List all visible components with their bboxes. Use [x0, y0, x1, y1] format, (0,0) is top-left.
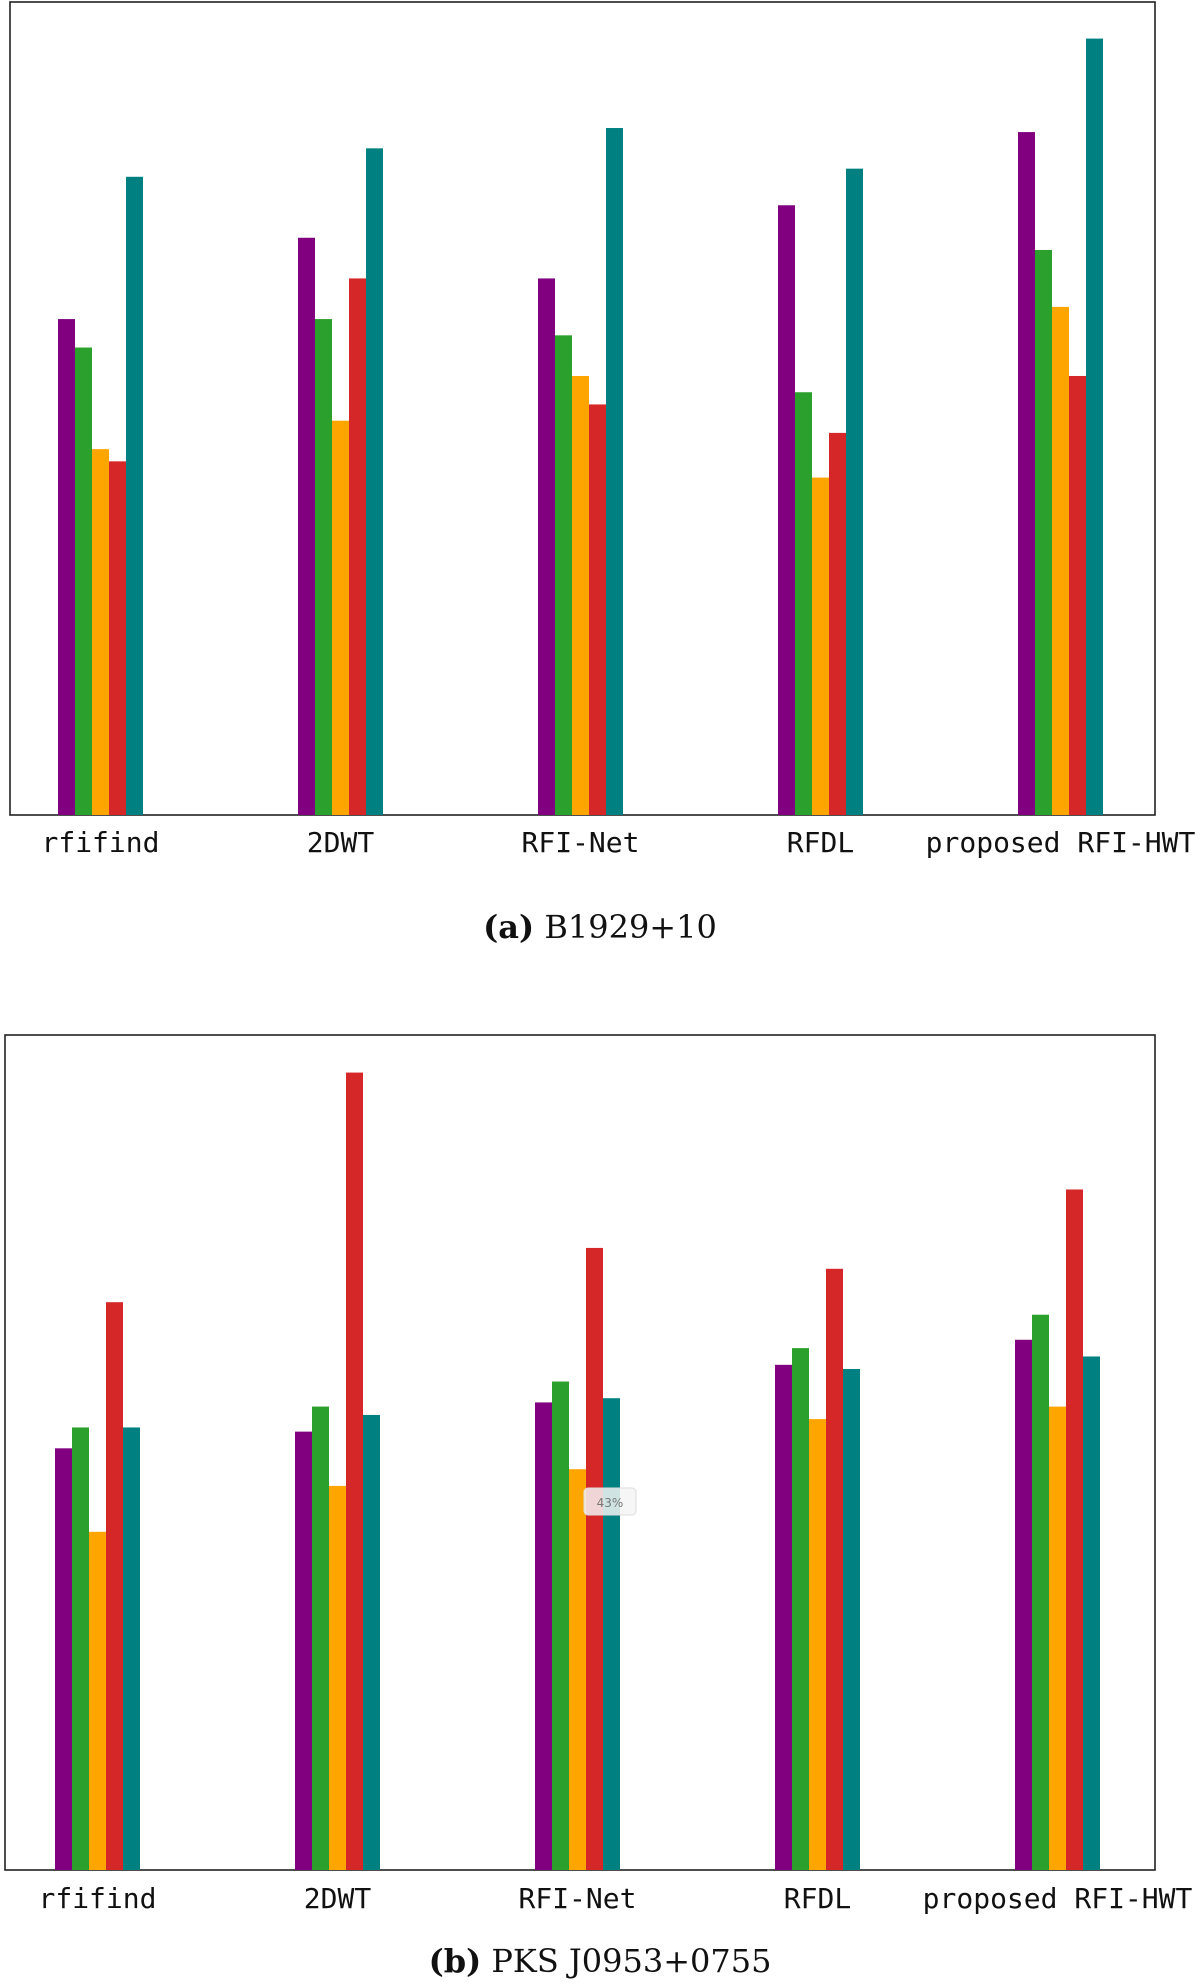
panel-a-bar-rfi-net-series-2	[572, 375, 589, 815]
panel-a-caption: (a) B1929+10	[483, 908, 717, 946]
panel-b-tick-label-3: RFDL	[784, 1882, 851, 1915]
panel-b-bar-rfifind-series-0	[55, 1448, 72, 1870]
overlay-badge: 43%	[583, 1487, 637, 1516]
panel-b-bar-2dwt-series-0	[295, 1431, 312, 1870]
panel-a-chart: rfifind 2DWT RFI-Net RFDL proposed RFI-HWT (…	[9, 1, 1196, 946]
panel-b-bar-rfifind-series-3	[106, 1302, 123, 1870]
panel-a-bar-rfi-net-series-4	[606, 128, 623, 815]
panel-a-bar-2dwt-series-0	[298, 237, 315, 815]
panel-b-bar-rfi-net-series-3	[586, 1247, 603, 1870]
panel-b-bar-rfdl-series-3	[826, 1268, 843, 1870]
panel-a-bar-proposed-rfi-hwt-series-1	[1035, 249, 1052, 816]
panel-a-bar-proposed-rfi-hwt-series-2	[1052, 306, 1069, 815]
panel-b-bars	[55, 1072, 1100, 1870]
panel-b-tick-label-0: rfifind	[38, 1882, 156, 1915]
panel-a-bar-rfifind-series-4	[126, 176, 143, 816]
panel-b-bar-rfifind-series-2	[89, 1531, 106, 1870]
panel-b-bar-rfi-net-series-1	[552, 1381, 569, 1870]
panel-b-bar-proposed-rfi-hwt-series-0	[1015, 1339, 1032, 1870]
panel-b-bar-2dwt-series-2	[329, 1485, 346, 1870]
panel-b-bar-rfi-net-series-2	[569, 1469, 586, 1870]
panel-b-tick-label-4: proposed RFI-HWT	[923, 1882, 1193, 1915]
panel-b-chart: rfifind 2DWT RFI-Net RFDL proposed RFI-HWT 4…	[4, 1034, 1193, 1980]
panel-b-bar-rfi-net-series-4	[603, 1398, 620, 1870]
panel-b-bar-proposed-rfi-hwt-series-1	[1032, 1314, 1049, 1870]
panel-b-bar-rfi-net-series-0	[535, 1402, 552, 1870]
panel-b-bar-2dwt-series-1	[312, 1406, 329, 1870]
panel-b-caption: (b) PKS J0953+0755	[429, 1942, 772, 1980]
panel-a-bar-rfifind-series-0	[58, 319, 75, 815]
panel-b-tick-label-2: RFI-Net	[518, 1882, 636, 1915]
panel-a-bar-rfdl-series-4	[846, 168, 863, 816]
panel-a-bar-2dwt-series-3	[349, 278, 366, 815]
panel-b-bar-proposed-rfi-hwt-series-2	[1049, 1406, 1066, 1870]
panel-a-bar-rfdl-series-1	[795, 392, 812, 815]
panel-b-bar-proposed-rfi-hwt-series-3	[1066, 1189, 1083, 1870]
panel-b-bar-rfdl-series-1	[792, 1348, 809, 1870]
panel-a-bar-2dwt-series-4	[366, 148, 383, 816]
panel-a-bar-proposed-rfi-hwt-series-4	[1086, 38, 1103, 815]
panel-a-bar-rfi-net-series-3	[589, 404, 606, 815]
panel-a-bars	[58, 38, 1103, 816]
panel-a-bar-2dwt-series-1	[315, 319, 332, 815]
panel-b-bar-proposed-rfi-hwt-series-4	[1083, 1356, 1100, 1870]
panel-b-tick-label-1: 2DWT	[304, 1882, 372, 1915]
panel-b-bar-2dwt-series-4	[363, 1414, 380, 1870]
panel-b-bar-rfdl-series-2	[809, 1419, 826, 1870]
panel-a-bar-rfi-net-series-0	[538, 278, 555, 815]
panel-a-bar-proposed-rfi-hwt-series-0	[1018, 132, 1035, 815]
panel-a-bar-rfdl-series-0	[778, 205, 795, 815]
panel-a-x-ticks: rfifind 2DWT RFI-Net RFDL proposed RFI-HWT	[41, 826, 1195, 859]
panel-a-bar-proposed-rfi-hwt-series-3	[1069, 375, 1086, 815]
panel-a-bar-rfi-net-series-1	[555, 335, 572, 815]
panel-a-tick-label-4: proposed RFI-HWT	[926, 826, 1196, 859]
panel-a-bar-rfdl-series-2	[812, 477, 829, 815]
panel-a-bar-rfdl-series-3	[829, 432, 846, 815]
panel-a-bar-rfifind-series-2	[92, 449, 109, 815]
panel-b-bar-rfifind-series-4	[123, 1427, 140, 1870]
panel-b-bar-rfifind-series-1	[72, 1427, 89, 1870]
panel-b-x-ticks: rfifind 2DWT RFI-Net RFDL proposed RFI-HWT	[38, 1882, 1192, 1915]
panel-a-tick-label-1: 2DWT	[307, 826, 375, 859]
panel-a-bar-rfifind-series-3	[109, 461, 126, 815]
panel-a-bar-rfifind-series-1	[75, 347, 92, 815]
panel-b-bar-rfdl-series-0	[775, 1364, 792, 1870]
panel-b-bar-2dwt-series-3	[346, 1072, 363, 1870]
panel-a-tick-label-2: RFI-Net	[521, 826, 639, 859]
panel-b-bar-rfdl-series-4	[843, 1369, 860, 1870]
panel-a-tick-label-3: RFDL	[787, 826, 854, 859]
panel-a-tick-label-0: rfifind	[41, 826, 159, 859]
overlay-badge-text: 43%	[597, 1496, 624, 1510]
panel-a-bar-2dwt-series-2	[332, 420, 349, 815]
